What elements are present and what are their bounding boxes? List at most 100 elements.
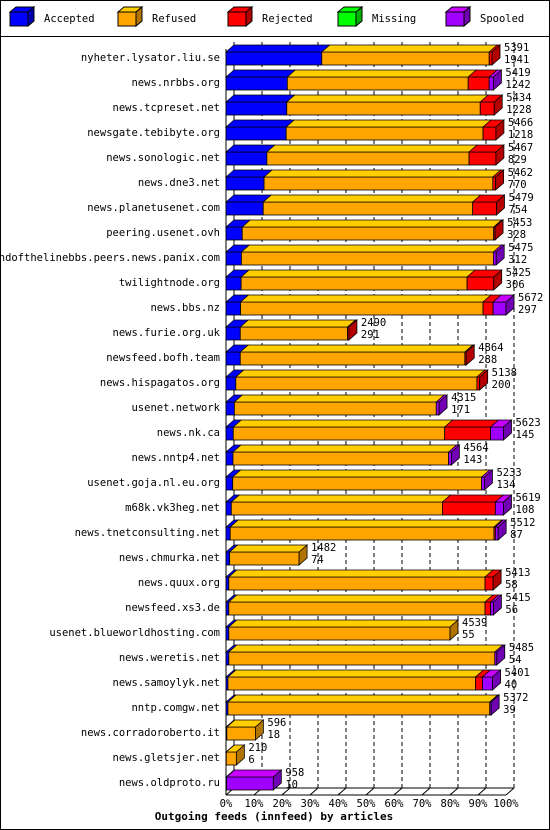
bar-segment	[225, 501, 232, 516]
y-tick-label: news.sonologic.net	[106, 152, 220, 164]
value-label: 54	[509, 654, 522, 666]
bar-segment-top	[224, 69, 297, 78]
bar-segment-top	[224, 94, 296, 103]
bar-segment	[225, 201, 264, 216]
bar-segment	[239, 326, 348, 341]
legend-swatch	[117, 11, 137, 27]
bar-segment	[488, 76, 494, 91]
bar-segment	[484, 601, 491, 616]
bar-segment	[225, 601, 230, 616]
tick-mark	[365, 787, 375, 796]
bar-segment	[466, 276, 495, 291]
bar-segment	[492, 301, 507, 316]
bar-segment	[241, 226, 495, 241]
bar-segment-top	[228, 544, 309, 553]
bar-segment-side	[503, 419, 512, 441]
bar-segment	[225, 326, 241, 341]
y-tick-label: endofthelinebbs.peers.news.panix.com	[0, 252, 220, 264]
value-label: 5485	[509, 642, 534, 654]
bar-segment	[240, 301, 484, 316]
value-label: 5479	[508, 192, 533, 204]
bar-segment-top	[232, 419, 454, 428]
tick-mark	[393, 787, 403, 796]
bar-segment	[225, 101, 288, 116]
legend-swatch-side	[27, 5, 35, 28]
y-tick-label: news.chmurka.net	[119, 552, 220, 564]
legend-swatch-side	[463, 5, 471, 28]
bar-segment-top	[224, 119, 296, 128]
bar-segment-top	[239, 319, 357, 328]
y-tick-label: news.nk.ca	[157, 427, 220, 439]
bar-segment-top	[224, 44, 331, 53]
x-tick-label: 80%	[441, 798, 461, 810]
bar-segment	[448, 451, 452, 466]
tick-mark	[449, 787, 459, 796]
value-label: 5138	[492, 367, 517, 379]
y-tick-label: m68k.vk3heg.net	[125, 502, 220, 514]
bar-segment	[225, 451, 234, 466]
bar-segment	[225, 476, 234, 491]
tick-mark	[337, 787, 347, 796]
x-axis-title: Outgoing feeds (innfeed) by articles	[155, 810, 393, 823]
bar-segment	[262, 201, 474, 216]
bar-segment	[226, 776, 274, 791]
bar-segment-side	[484, 469, 493, 491]
value-label: 312	[508, 254, 527, 266]
value-label: 145	[515, 429, 534, 441]
bar-segment	[225, 626, 230, 641]
bar-segment	[482, 126, 497, 141]
bar-segment-side	[449, 619, 459, 641]
y-tick-label: news.tnetconsulting.net	[75, 527, 220, 539]
bar-segment-top	[285, 94, 490, 103]
bar-segment-side	[492, 594, 502, 616]
bar-segment	[227, 676, 476, 691]
bar-segment	[285, 126, 484, 141]
bar-segment-top	[226, 694, 499, 703]
bar-segment-side	[503, 494, 512, 516]
x-tick-label: 60%	[385, 798, 405, 810]
value-label: 58	[505, 579, 518, 591]
bar-segment-top	[239, 294, 493, 303]
bar-segment-top	[231, 469, 491, 478]
x-tick-label: 70%	[413, 798, 433, 810]
y-tick-label: news.samoylyk.net	[113, 677, 220, 689]
bar-segment-side	[496, 194, 505, 216]
y-tick-label: news.corradoroberto.it	[81, 727, 220, 739]
bar-segment	[225, 176, 265, 191]
tick-mark	[309, 787, 319, 796]
tick-mark	[477, 787, 487, 796]
value-label: 74	[311, 554, 324, 566]
value-label: 291	[361, 329, 380, 341]
bar-segment	[488, 51, 493, 66]
value-label: 754	[508, 204, 527, 216]
bar-segment-top	[241, 219, 503, 228]
bar-segment	[225, 126, 287, 141]
bar-segment	[492, 251, 497, 266]
tick-mark	[281, 787, 291, 796]
value-label: 306	[506, 279, 525, 291]
bar-segment	[240, 276, 468, 291]
value-label: 1482	[311, 542, 336, 554]
y-tick-label: news.planetusenet.com	[87, 202, 220, 214]
bar-segment-top	[231, 444, 458, 453]
bar-segment-top	[265, 144, 479, 153]
value-label: 134	[496, 479, 515, 491]
bar-segment-side	[492, 669, 501, 691]
bar-segment-top	[263, 169, 502, 178]
value-label: 1218	[508, 129, 533, 141]
value-label: 4564	[463, 442, 488, 454]
bar-segment	[232, 426, 446, 441]
value-label: 5467	[508, 142, 533, 154]
legend-swatch-side	[245, 5, 253, 28]
bar-segment	[229, 526, 495, 541]
value-label: 1941	[504, 54, 529, 66]
value-label: 18	[267, 729, 280, 741]
bar-segment-side	[491, 44, 501, 66]
bar-segment	[232, 476, 483, 491]
bar-segment	[225, 276, 242, 291]
value-label: 5512	[510, 517, 535, 529]
y-tick-label: usenet.network	[131, 402, 220, 414]
bar-segment	[225, 651, 230, 666]
value-label: 5434	[506, 92, 531, 104]
legend-swatch	[337, 11, 357, 27]
